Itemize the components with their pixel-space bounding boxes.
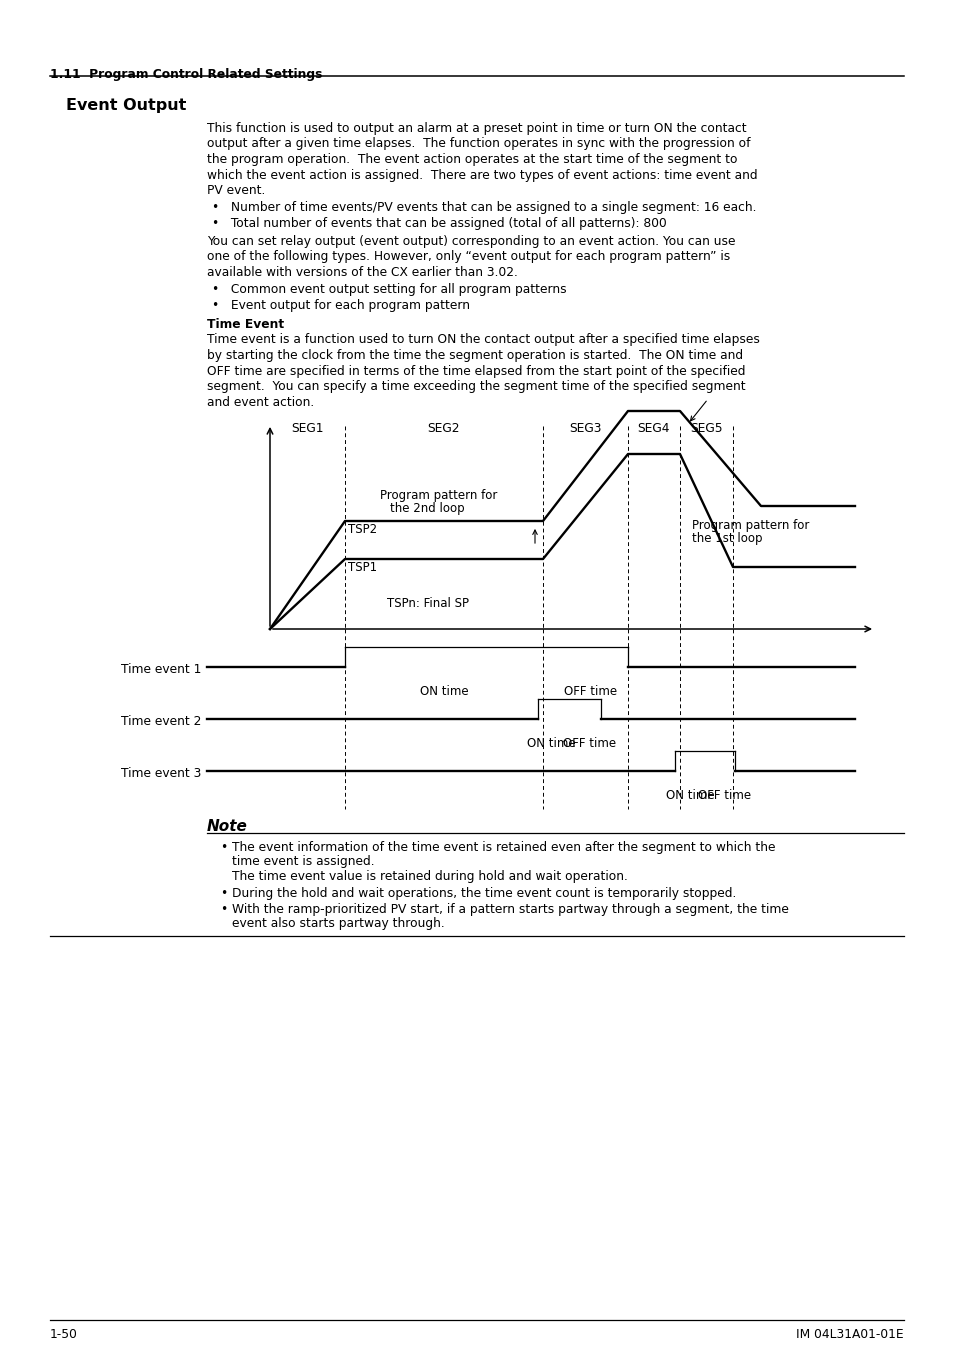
Text: Note: Note [207,819,248,834]
Text: time event is assigned.: time event is assigned. [232,855,375,869]
Text: •   Number of time events/PV events that can be assigned to a single segment: 16: • Number of time events/PV events that c… [212,201,756,215]
Text: SEG4: SEG4 [638,422,670,435]
Text: ON time: ON time [527,738,576,750]
Text: ON time: ON time [419,685,468,698]
Text: IM 04L31A01-01E: IM 04L31A01-01E [796,1328,903,1342]
Text: •: • [220,902,227,916]
Text: TSP1: TSP1 [348,561,376,574]
Text: 1-50: 1-50 [50,1328,78,1342]
Text: which the event action is assigned.  There are two types of event actions: time : which the event action is assigned. Ther… [207,169,757,181]
Text: Time event 1: Time event 1 [120,663,201,676]
Text: and event action.: and event action. [207,396,314,408]
Text: output after a given time elapses.  The function operates in sync with the progr: output after a given time elapses. The f… [207,138,750,150]
Text: The event information of the time event is retained even after the segment to wh: The event information of the time event … [232,842,775,854]
Text: OFF time: OFF time [563,685,617,698]
Text: SEG3: SEG3 [569,422,601,435]
Text: Event Output: Event Output [66,99,186,113]
Text: This function is used to output an alarm at a preset point in time or turn ON th: This function is used to output an alarm… [207,122,746,135]
Text: You can set relay output (event output) corresponding to an event action. You ca: You can set relay output (event output) … [207,235,735,247]
Text: SEG1: SEG1 [291,422,323,435]
Text: Program pattern for: Program pattern for [379,489,497,503]
Text: Time Event: Time Event [207,317,284,331]
Text: Program pattern for: Program pattern for [691,519,808,532]
Text: TSP2: TSP2 [348,523,376,536]
Text: SEG5: SEG5 [689,422,722,435]
Text: available with versions of the CX earlier than 3.02.: available with versions of the CX earlie… [207,266,517,278]
Text: With the ramp-prioritized PV start, if a pattern starts partway through a segmen: With the ramp-prioritized PV start, if a… [232,902,788,916]
Text: the 1st loop: the 1st loop [691,532,761,544]
Text: •   Total number of events that can be assigned (total of all patterns): 800: • Total number of events that can be ass… [212,218,666,230]
Text: Time event is a function used to turn ON the contact output after a specified ti: Time event is a function used to turn ON… [207,334,760,346]
Text: OFF time are specified in terms of the time elapsed from the start point of the : OFF time are specified in terms of the t… [207,365,744,377]
Text: SEG2: SEG2 [427,422,459,435]
Text: The time event value is retained during hold and wait operation.: The time event value is retained during … [232,870,627,884]
Text: •   Event output for each program pattern: • Event output for each program pattern [212,299,470,312]
Text: by starting the clock from the time the segment operation is started.  The ON ti: by starting the clock from the time the … [207,349,742,362]
Text: •: • [220,886,227,900]
Text: During the hold and wait operations, the time event count is temporarily stopped: During the hold and wait operations, the… [232,886,736,900]
Text: OFF time: OFF time [562,738,616,750]
Text: ON time: ON time [665,789,714,802]
Text: •: • [220,842,227,854]
Text: Time event 2: Time event 2 [120,715,201,728]
Text: segment.  You can specify a time exceeding the segment time of the specified seg: segment. You can specify a time exceedin… [207,380,745,393]
Text: PV event.: PV event. [207,184,265,197]
Text: event also starts partway through.: event also starts partway through. [232,917,444,931]
Text: one of the following types. However, only “event output for each program pattern: one of the following types. However, onl… [207,250,729,263]
Text: Time event 3: Time event 3 [120,767,201,780]
Text: OFF time: OFF time [698,789,751,802]
Text: 1.11  Program Control Related Settings: 1.11 Program Control Related Settings [50,68,322,81]
Text: the program operation.  The event action operates at the start time of the segme: the program operation. The event action … [207,153,737,166]
Text: the 2nd loop: the 2nd loop [390,503,464,515]
Text: •   Common event output setting for all program patterns: • Common event output setting for all pr… [212,282,566,296]
Text: TSPn: Final SP: TSPn: Final SP [387,597,469,611]
